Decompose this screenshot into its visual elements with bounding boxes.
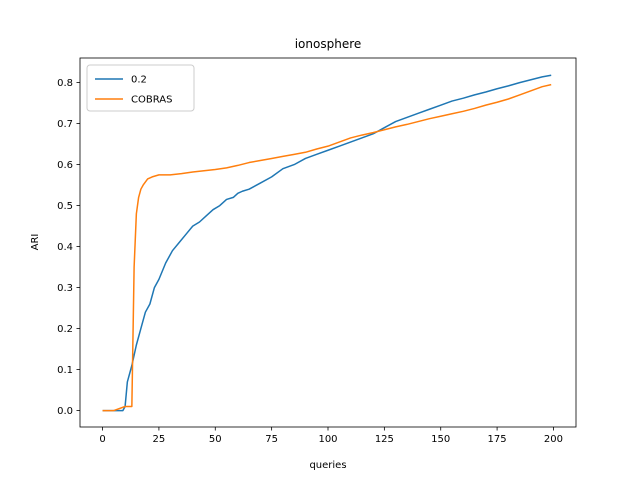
y-tick-label: 0.2 <box>57 324 73 335</box>
legend-label-2: COBRAS <box>131 95 172 106</box>
plot-frame <box>79 57 577 428</box>
y-axis: 0.0 0.1 0.2 0.3 0.4 0.5 0.6 0.7 0.8 <box>57 78 80 417</box>
x-tick-label: 0 <box>99 434 105 445</box>
y-tick-label: 0.5 <box>57 201 73 212</box>
y-tick-label: 0.8 <box>57 78 73 89</box>
legend: 0.2 COBRAS <box>86 64 195 112</box>
x-tick-label: 75 <box>265 434 278 445</box>
chart-title: ionosphere <box>295 37 362 51</box>
legend-label-1: 0.2 <box>131 75 147 86</box>
y-tick-label: 0.4 <box>57 242 73 253</box>
x-tick-label: 175 <box>488 434 507 445</box>
plot-area <box>79 57 577 428</box>
x-tick-label: 125 <box>375 434 394 445</box>
x-tick-label: 150 <box>431 434 450 445</box>
y-tick-label: 0.1 <box>57 365 73 376</box>
series-line-1 <box>102 74 552 412</box>
x-tick-label: 100 <box>318 434 337 445</box>
x-axis: 0 25 50 75 100 125 150 175 200 <box>99 427 563 445</box>
y-tick-label: 0.3 <box>57 283 73 294</box>
y-tick-label: 0.7 <box>57 119 73 130</box>
x-tick-label: 200 <box>544 434 563 445</box>
y-tick-label: 0.0 <box>57 406 73 417</box>
x-tick-label: 50 <box>209 434 222 445</box>
x-axis-label: queries <box>309 460 346 471</box>
series-line-2 <box>102 83 552 412</box>
y-axis-label: ARI <box>30 234 41 251</box>
x-tick-label: 25 <box>153 434 166 445</box>
y-tick-label: 0.6 <box>57 160 73 171</box>
